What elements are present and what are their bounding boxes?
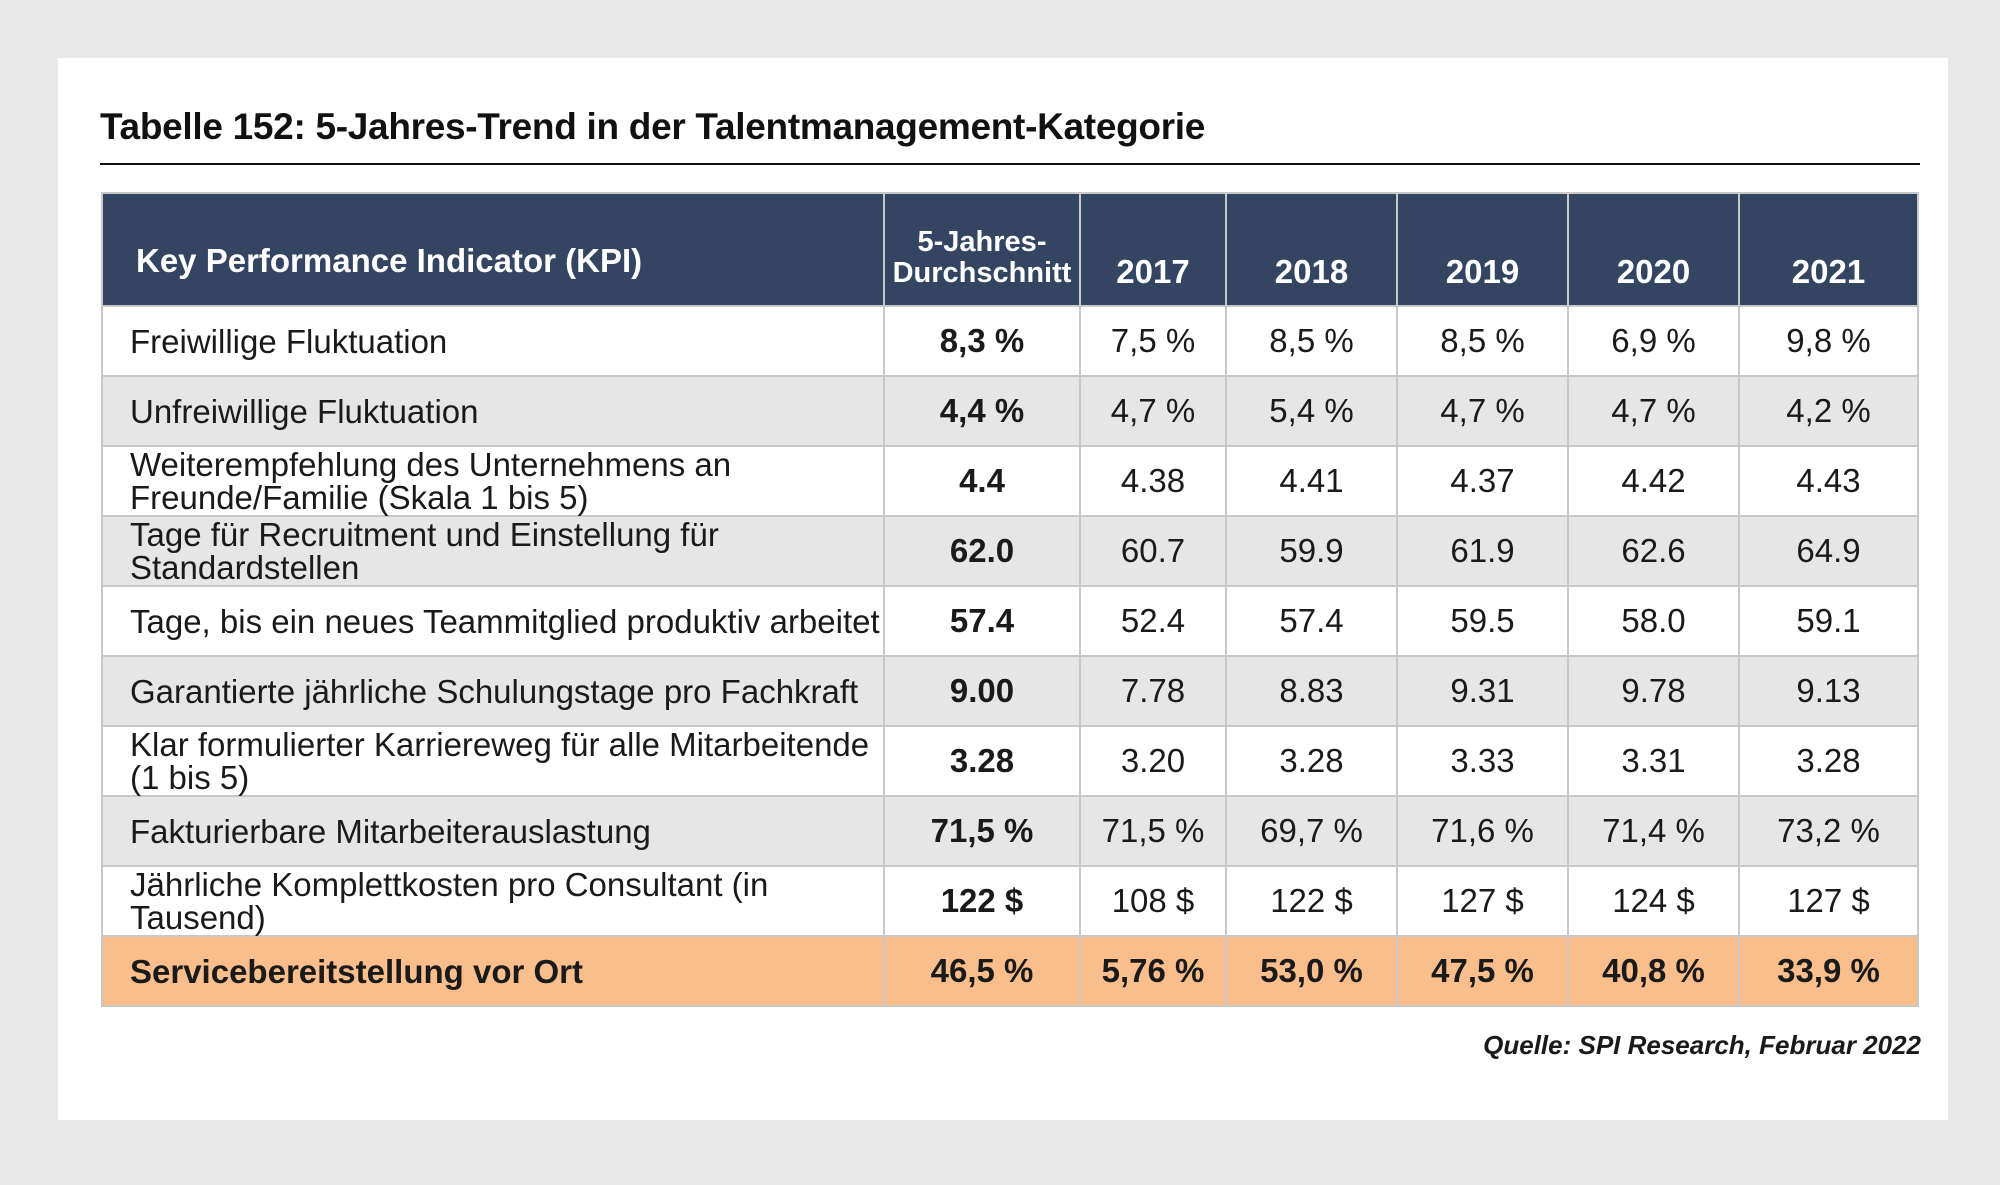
year-value-cell: 3.28 <box>1225 725 1398 797</box>
kpi-label-cell: Servicebereitstellung vor Ort <box>101 935 885 1007</box>
year-value-cell: 4,2 % <box>1738 375 1919 447</box>
average-value-cell: 4,4 % <box>883 375 1081 447</box>
kpi-label-cell: Freiwillige Fluktuation <box>101 305 885 377</box>
year-value-cell: 71,6 % <box>1396 795 1569 867</box>
year-value-cell: 127 $ <box>1396 865 1569 937</box>
year-value-cell: 3.33 <box>1396 725 1569 797</box>
source-note: Quelle: SPI Research, Februar 2022 <box>1483 1030 1921 1060</box>
table-row: Fakturierbare Mitarbeiterauslastung 71,5 … <box>101 795 1919 867</box>
year-value-cell: 61.9 <box>1396 515 1569 587</box>
table-row: Garantierte jährliche Schulungstage pro … <box>101 655 1919 727</box>
year-value-cell: 8,5 % <box>1396 305 1569 377</box>
year-value-cell: 60.7 <box>1079 515 1227 587</box>
table-row: Tage für Recruitment und Einstellung für… <box>101 515 1919 587</box>
year-value-cell: 127 $ <box>1738 865 1919 937</box>
column-header-kpi: Key Performance Indicator (KPI) <box>101 192 885 307</box>
year-value-cell: 124 $ <box>1567 865 1740 937</box>
year-value-cell: 3.28 <box>1738 725 1919 797</box>
year-value-cell: 4,7 % <box>1079 375 1227 447</box>
column-header-average-line2: Durchschnitt <box>892 257 1072 289</box>
year-value-cell: 47,5 % <box>1396 935 1569 1007</box>
year-value-cell: 71,4 % <box>1567 795 1740 867</box>
column-header-average: 5-Jahres- Durchschnitt <box>883 192 1081 307</box>
table-row: Unfreiwillige Fluktuation 4,4 % 4,7 % 5,4 %… <box>101 375 1919 447</box>
year-value-cell: 9.13 <box>1738 655 1919 727</box>
year-value-cell: 108 $ <box>1079 865 1227 937</box>
kpi-label-cell: Unfreiwillige Fluktuation <box>101 375 885 447</box>
average-value-cell: 46,5 % <box>883 935 1081 1007</box>
kpi-table: Key Performance Indicator (KPI) 5-Jahres… <box>101 192 1919 1007</box>
year-value-cell: 4.38 <box>1079 445 1227 517</box>
report-card: Tabelle 152: 5-Jahres-Trend in der Talen… <box>58 58 1948 1120</box>
year-value-cell: 9.78 <box>1567 655 1740 727</box>
kpi-label-cell: Jährliche Komplettkosten pro Consultant … <box>101 865 885 937</box>
kpi-label-cell: Fakturierbare Mitarbeiterauslastung <box>101 795 885 867</box>
year-value-cell: 4.43 <box>1738 445 1919 517</box>
year-value-cell: 40,8 % <box>1567 935 1740 1007</box>
table-body: Freiwillige Fluktuation 8,3 % 7,5 % 8,5 % 8,… <box>101 305 1919 1007</box>
year-value-cell: 8.83 <box>1225 655 1398 727</box>
table-row: Tage, bis ein neues Teammitglied produkt… <box>101 585 1919 657</box>
year-value-cell: 6,9 % <box>1567 305 1740 377</box>
kpi-label-cell: Tage, bis ein neues Teammitglied produkt… <box>101 585 885 657</box>
kpi-label-cell: Weiterempfehlung des Unternehmens an Fre… <box>101 445 885 517</box>
kpi-label-cell: Garantierte jährliche Schulungstage pro … <box>101 655 885 727</box>
kpi-label-cell: Klar formulierter Karriereweg für alle M… <box>101 725 885 797</box>
year-value-cell: 4,7 % <box>1567 375 1740 447</box>
year-value-cell: 4.41 <box>1225 445 1398 517</box>
year-value-cell: 69,7 % <box>1225 795 1398 867</box>
average-value-cell: 71,5 % <box>883 795 1081 867</box>
table-row: Weiterempfehlung des Unternehmens an Fre… <box>101 445 1919 517</box>
column-header-year: 2021 <box>1738 192 1919 307</box>
average-value-cell: 3.28 <box>883 725 1081 797</box>
year-value-cell: 5,4 % <box>1225 375 1398 447</box>
table-row: Servicebereitstellung vor Ort 46,5 % 5,76 … <box>101 935 1919 1007</box>
average-value-cell: 62.0 <box>883 515 1081 587</box>
column-header-year: 2018 <box>1225 192 1398 307</box>
year-value-cell: 59.9 <box>1225 515 1398 587</box>
header-row: Key Performance Indicator (KPI) 5-Jahres… <box>101 192 1919 307</box>
year-value-cell: 3.31 <box>1567 725 1740 797</box>
year-value-cell: 5,76 % <box>1079 935 1227 1007</box>
average-value-cell: 57.4 <box>883 585 1081 657</box>
average-value-cell: 9.00 <box>883 655 1081 727</box>
table-title: Tabelle 152: 5-Jahres-Trend in der Talen… <box>100 106 1206 147</box>
kpi-label-cell: Tage für Recruitment und Einstellung für… <box>101 515 885 587</box>
year-value-cell: 59.5 <box>1396 585 1569 657</box>
year-value-cell: 33,9 % <box>1738 935 1919 1007</box>
year-value-cell: 71,5 % <box>1079 795 1227 867</box>
year-value-cell: 7,5 % <box>1079 305 1227 377</box>
year-value-cell: 58.0 <box>1567 585 1740 657</box>
table-row: Jährliche Komplettkosten pro Consultant … <box>101 865 1919 937</box>
year-value-cell: 8,5 % <box>1225 305 1398 377</box>
year-value-cell: 64.9 <box>1738 515 1919 587</box>
column-header-year: 2019 <box>1396 192 1569 307</box>
column-header-year: 2017 <box>1079 192 1227 307</box>
year-value-cell: 62.6 <box>1567 515 1740 587</box>
table-row: Freiwillige Fluktuation 8,3 % 7,5 % 8,5 % 8,… <box>101 305 1919 377</box>
year-value-cell: 59.1 <box>1738 585 1919 657</box>
average-value-cell: 122 $ <box>883 865 1081 937</box>
title-divider <box>100 163 1920 165</box>
year-value-cell: 53,0 % <box>1225 935 1398 1007</box>
average-value-cell: 4.4 <box>883 445 1081 517</box>
year-value-cell: 9,8 % <box>1738 305 1919 377</box>
year-value-cell: 4.37 <box>1396 445 1569 517</box>
year-value-cell: 52.4 <box>1079 585 1227 657</box>
year-value-cell: 57.4 <box>1225 585 1398 657</box>
column-header-average-line1: 5-Jahres- <box>917 226 1047 258</box>
year-value-cell: 3.20 <box>1079 725 1227 797</box>
year-value-cell: 9.31 <box>1396 655 1569 727</box>
year-value-cell: 73,2 % <box>1738 795 1919 867</box>
average-value-cell: 8,3 % <box>883 305 1081 377</box>
year-value-cell: 122 $ <box>1225 865 1398 937</box>
year-value-cell: 4.42 <box>1567 445 1740 517</box>
column-header-year: 2020 <box>1567 192 1740 307</box>
year-value-cell: 4,7 % <box>1396 375 1569 447</box>
table-row: Klar formulierter Karriereweg für alle M… <box>101 725 1919 797</box>
year-value-cell: 7.78 <box>1079 655 1227 727</box>
